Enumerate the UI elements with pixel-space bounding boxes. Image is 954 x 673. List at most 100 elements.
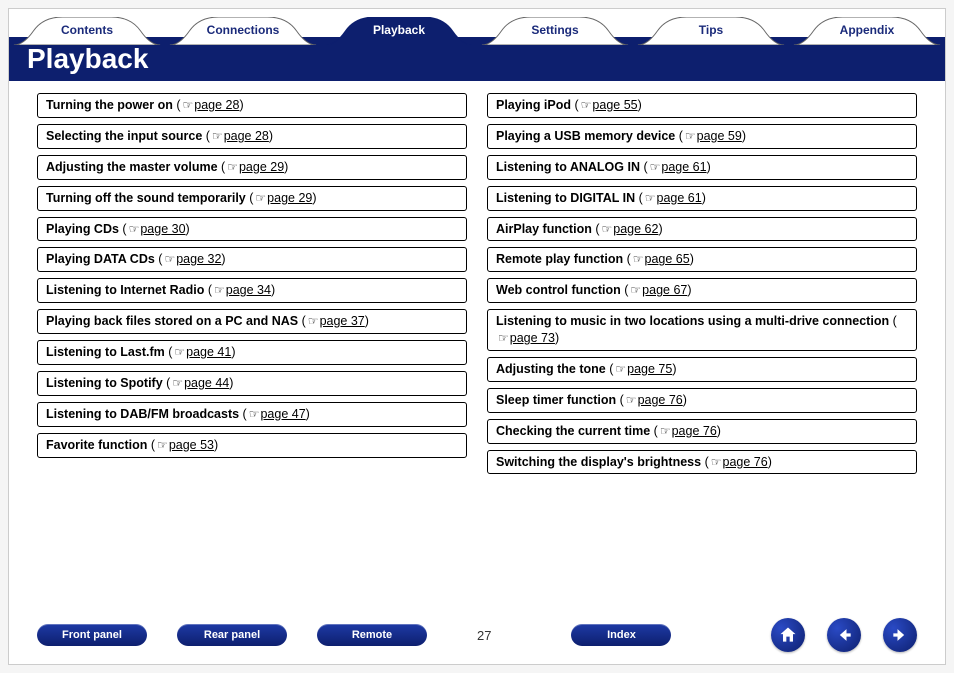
- pointer-icon: ☞: [711, 454, 722, 470]
- remote-button[interactable]: Remote: [317, 624, 427, 646]
- pointer-icon: ☞: [212, 128, 223, 144]
- page-link[interactable]: page 76: [638, 393, 683, 407]
- page-link[interactable]: page 76: [723, 455, 768, 469]
- entry-topic: Playing CDs: [46, 222, 119, 236]
- entry-topic: Sleep timer function: [496, 393, 616, 407]
- toc-entry[interactable]: AirPlay function (☞page 62): [487, 217, 917, 242]
- entry-ref: (☞page 65): [623, 252, 694, 266]
- page-link[interactable]: page 67: [642, 283, 687, 297]
- tab-appendix[interactable]: Appendix: [789, 17, 945, 45]
- entry-ref: (☞page 47): [239, 407, 310, 421]
- toc-entry[interactable]: Adjusting the master volume (☞page 29): [37, 155, 467, 180]
- entry-topic: Playing back files stored on a PC and NA…: [46, 314, 298, 328]
- page-link[interactable]: page 75: [627, 362, 672, 376]
- index-button[interactable]: Index: [571, 624, 671, 646]
- toc-content: Turning the power on (☞page 28) Selecting…: [9, 81, 945, 474]
- arrow-right-icon: [890, 625, 910, 645]
- pointer-icon: ☞: [601, 221, 612, 237]
- toc-entry[interactable]: Sleep timer function (☞page 76): [487, 388, 917, 413]
- toc-entry[interactable]: Listening to music in two locations usin…: [487, 309, 917, 351]
- pointer-icon: ☞: [626, 392, 637, 408]
- pointer-icon: ☞: [645, 190, 656, 206]
- entry-ref: (☞page 29): [246, 191, 317, 205]
- page-link[interactable]: page 61: [661, 160, 706, 174]
- entry-topic: Turning off the sound temporarily: [46, 191, 246, 205]
- entry-topic: Web control function: [496, 283, 621, 297]
- entry-ref: (☞page 76): [650, 424, 721, 438]
- page-link[interactable]: page 62: [613, 222, 658, 236]
- page-link[interactable]: page 53: [169, 438, 214, 452]
- page-link[interactable]: page 32: [176, 252, 221, 266]
- tab-playback[interactable]: Playback: [321, 17, 477, 45]
- toc-entry[interactable]: Remote play function (☞page 65): [487, 247, 917, 272]
- entry-topic: Listening to Internet Radio: [46, 283, 204, 297]
- entry-topic: Listening to DIGITAL IN: [496, 191, 635, 205]
- page-link[interactable]: page 47: [260, 407, 305, 421]
- pointer-icon: ☞: [182, 97, 193, 113]
- tab-settings[interactable]: Settings: [477, 17, 633, 45]
- toc-entry[interactable]: Listening to Spotify (☞page 44): [37, 371, 467, 396]
- top-tabs: Contents Connections Playback Settings TipsA…: [9, 9, 945, 45]
- footer: Front panelRear panelRemote 27 Index: [9, 618, 945, 652]
- rear-panel-button[interactable]: Rear panel: [177, 624, 287, 646]
- page-link[interactable]: page 28: [194, 98, 239, 112]
- page-link[interactable]: page 76: [672, 424, 717, 438]
- entry-topic: AirPlay function: [496, 222, 592, 236]
- toc-entry[interactable]: Listening to Internet Radio (☞page 34): [37, 278, 467, 303]
- page-link[interactable]: page 37: [320, 314, 365, 328]
- page-link[interactable]: page 41: [186, 345, 231, 359]
- toc-entry[interactable]: Playing DATA CDs (☞page 32): [37, 247, 467, 272]
- entry-ref: (☞page 76): [701, 455, 772, 469]
- toc-entry[interactable]: Listening to ANALOG IN (☞page 61): [487, 155, 917, 180]
- toc-entry[interactable]: Listening to DAB/FM broadcasts (☞page 47…: [37, 402, 467, 427]
- entry-ref: (☞page 61): [635, 191, 706, 205]
- tab-label: Contents: [61, 23, 113, 37]
- toc-entry[interactable]: Playing CDs (☞page 30): [37, 217, 467, 242]
- page-link[interactable]: page 59: [697, 129, 742, 143]
- toc-entry[interactable]: Favorite function (☞page 53): [37, 433, 467, 458]
- prev-button[interactable]: [827, 618, 861, 652]
- toc-entry[interactable]: Listening to Last.fm (☞page 41): [37, 340, 467, 365]
- page-link[interactable]: page 65: [645, 252, 690, 266]
- home-button[interactable]: [771, 618, 805, 652]
- page-link[interactable]: page 61: [657, 191, 702, 205]
- toc-entry[interactable]: Turning off the sound temporarily (☞page…: [37, 186, 467, 211]
- toc-entry[interactable]: Checking the current time (☞page 76): [487, 419, 917, 444]
- tab-label: Connections: [207, 23, 280, 37]
- tab-connections[interactable]: Connections: [165, 17, 321, 45]
- page-link[interactable]: page 29: [267, 191, 312, 205]
- toc-entry[interactable]: Selecting the input source (☞page 28): [37, 124, 467, 149]
- page-link[interactable]: page 55: [592, 98, 637, 112]
- toc-entry[interactable]: Playing iPod (☞page 55): [487, 93, 917, 118]
- entry-topic: Listening to ANALOG IN: [496, 160, 640, 174]
- toc-entry[interactable]: Playing a USB memory device (☞page 59): [487, 124, 917, 149]
- entry-ref: (☞page 37): [298, 314, 369, 328]
- tab-tips[interactable]: Tips: [633, 17, 789, 45]
- entry-ref: (☞page 53): [147, 438, 218, 452]
- page-link[interactable]: page 73: [510, 331, 555, 345]
- page-link[interactable]: page 44: [184, 376, 229, 390]
- toc-entry[interactable]: Web control function (☞page 67): [487, 278, 917, 303]
- entry-topic: Remote play function: [496, 252, 623, 266]
- page-link[interactable]: page 34: [226, 283, 271, 297]
- pointer-icon: ☞: [630, 282, 641, 298]
- toc-entry[interactable]: Switching the display's brightness (☞pag…: [487, 450, 917, 475]
- entry-topic: Checking the current time: [496, 424, 650, 438]
- toc-entry[interactable]: Playing back files stored on a PC and NA…: [37, 309, 467, 334]
- next-button[interactable]: [883, 618, 917, 652]
- tab-label: Settings: [531, 23, 578, 37]
- pointer-icon: ☞: [685, 128, 696, 144]
- pointer-icon: ☞: [498, 330, 509, 346]
- toc-entry[interactable]: Turning the power on (☞page 28): [37, 93, 467, 118]
- toc-entry[interactable]: Listening to DIGITAL IN (☞page 61): [487, 186, 917, 211]
- tab-contents[interactable]: Contents: [9, 17, 165, 45]
- entry-topic: Listening to Last.fm: [46, 345, 165, 359]
- page-link[interactable]: page 28: [224, 129, 269, 143]
- arrow-left-icon: [834, 625, 854, 645]
- page-link[interactable]: page 29: [239, 160, 284, 174]
- entry-ref: (☞page 28): [173, 98, 244, 112]
- toc-entry[interactable]: Adjusting the tone (☞page 75): [487, 357, 917, 382]
- front-panel-button[interactable]: Front panel: [37, 624, 147, 646]
- page-link[interactable]: page 30: [140, 222, 185, 236]
- entry-topic: Favorite function: [46, 438, 147, 452]
